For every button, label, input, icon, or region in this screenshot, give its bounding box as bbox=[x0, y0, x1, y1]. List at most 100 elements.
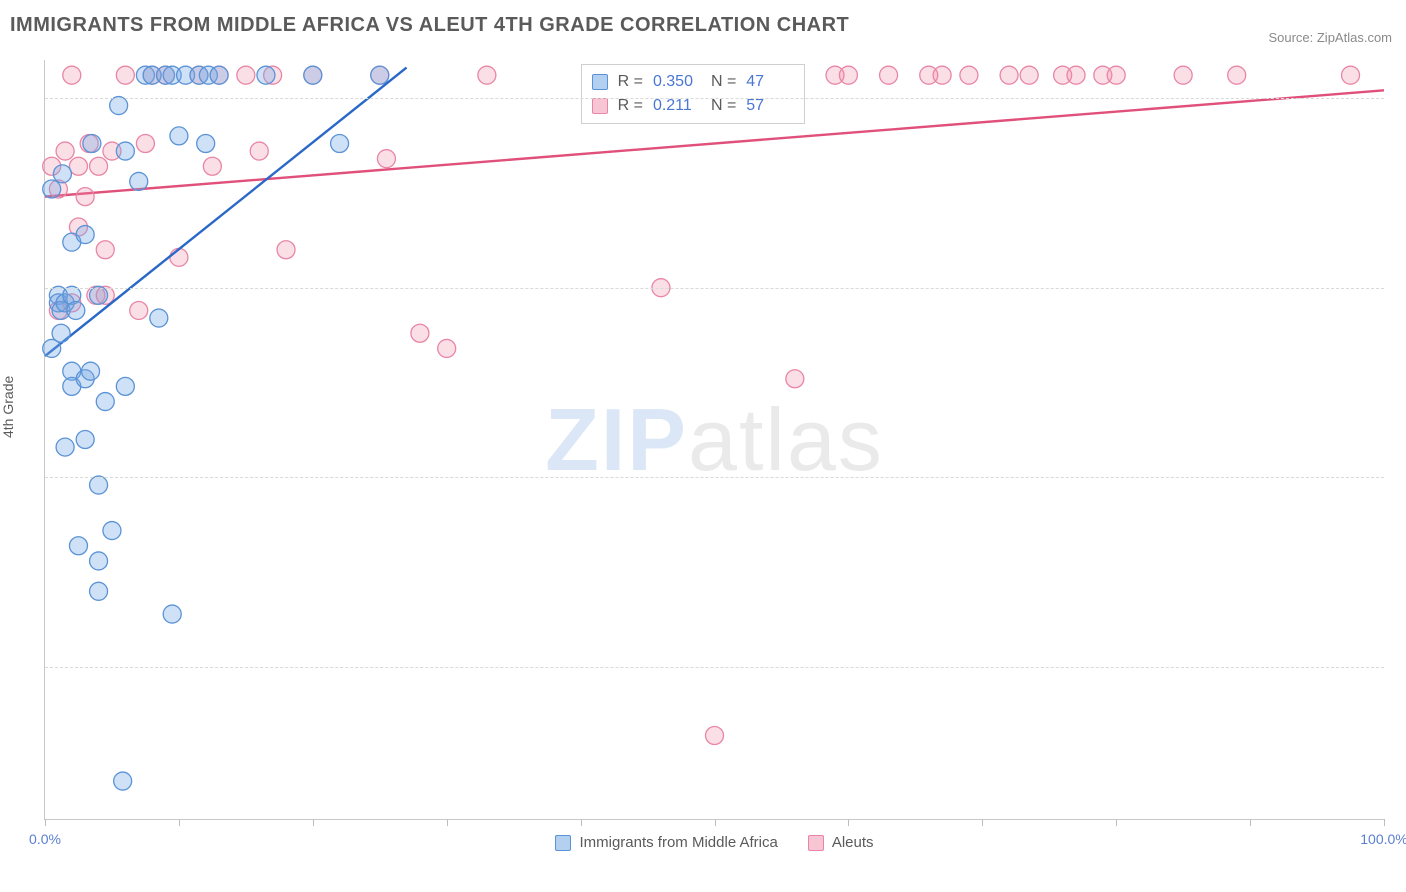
data-point bbox=[52, 324, 70, 342]
data-point bbox=[96, 393, 114, 411]
legend-label: Immigrants from Middle Africa bbox=[579, 834, 777, 851]
data-point bbox=[438, 339, 456, 357]
x-tick bbox=[313, 819, 314, 826]
data-point bbox=[170, 248, 188, 266]
data-point bbox=[1067, 66, 1085, 84]
data-point bbox=[83, 134, 101, 152]
data-point bbox=[82, 362, 100, 380]
data-point bbox=[53, 165, 71, 183]
y-tick-label: 97.5% bbox=[1396, 280, 1406, 296]
data-point bbox=[90, 157, 108, 175]
scatter-svg bbox=[45, 60, 1384, 819]
data-point bbox=[90, 476, 108, 494]
x-tick bbox=[1116, 819, 1117, 826]
x-tick-label: 0.0% bbox=[29, 831, 61, 847]
data-point bbox=[116, 377, 134, 395]
data-point bbox=[960, 66, 978, 84]
correlation-stats-box: R =0.350N =47R =0.211N =57 bbox=[581, 64, 806, 124]
data-point bbox=[331, 134, 349, 152]
stat-r-value: 0.350 bbox=[653, 73, 701, 91]
data-point bbox=[130, 172, 148, 190]
data-point bbox=[170, 127, 188, 145]
data-point bbox=[163, 605, 181, 623]
data-point bbox=[304, 66, 322, 84]
data-point bbox=[110, 97, 128, 115]
x-tick bbox=[848, 819, 849, 826]
data-point bbox=[371, 66, 389, 84]
data-point bbox=[257, 66, 275, 84]
x-tick bbox=[45, 819, 46, 826]
data-point bbox=[933, 66, 951, 84]
data-point bbox=[96, 241, 114, 259]
x-tick bbox=[447, 819, 448, 826]
data-point bbox=[1342, 66, 1360, 84]
data-point bbox=[411, 324, 429, 342]
legend-item: Aleuts bbox=[808, 834, 874, 851]
stat-label: R = bbox=[618, 97, 643, 115]
legend-swatch bbox=[592, 74, 608, 90]
data-point bbox=[1000, 66, 1018, 84]
data-point bbox=[1020, 66, 1038, 84]
y-tick-label: 100.0% bbox=[1396, 90, 1406, 106]
data-point bbox=[1107, 66, 1125, 84]
stats-row: R = 0.350 N = 47 bbox=[592, 70, 795, 94]
grid-line bbox=[45, 667, 1384, 668]
source-attribution: Source: ZipAtlas.com bbox=[1268, 30, 1392, 45]
bottom-legend: Immigrants from Middle Africa Aleuts bbox=[45, 834, 1384, 851]
y-axis-label: 4th Grade bbox=[0, 376, 16, 438]
data-point bbox=[103, 522, 121, 540]
data-point bbox=[76, 226, 94, 244]
data-point bbox=[56, 438, 74, 456]
x-tick-label: 100.0% bbox=[1360, 831, 1406, 847]
data-point bbox=[210, 66, 228, 84]
stat-label: N = bbox=[711, 97, 736, 115]
data-point bbox=[116, 66, 134, 84]
x-tick bbox=[982, 819, 983, 826]
data-point bbox=[237, 66, 255, 84]
data-point bbox=[63, 66, 81, 84]
data-point bbox=[197, 134, 215, 152]
legend-item: Immigrants from Middle Africa bbox=[555, 834, 777, 851]
stat-label: N = bbox=[711, 73, 736, 91]
data-point bbox=[250, 142, 268, 160]
data-point bbox=[1174, 66, 1192, 84]
data-point bbox=[69, 537, 87, 555]
y-tick-label: 95.0% bbox=[1396, 469, 1406, 485]
data-point bbox=[130, 301, 148, 319]
trend-line bbox=[45, 68, 407, 356]
x-tick bbox=[715, 819, 716, 826]
legend-label: Aleuts bbox=[832, 834, 874, 851]
data-point bbox=[880, 66, 898, 84]
data-point bbox=[1228, 66, 1246, 84]
x-tick bbox=[179, 819, 180, 826]
data-point bbox=[90, 582, 108, 600]
grid-line bbox=[45, 288, 1384, 289]
chart-plot-area: ZIPatlas R =0.350N =47R =0.211N =57 Immi… bbox=[44, 60, 1384, 820]
x-tick bbox=[1384, 819, 1385, 826]
data-point bbox=[150, 309, 168, 327]
data-point bbox=[90, 286, 108, 304]
data-point bbox=[116, 142, 134, 160]
data-point bbox=[136, 134, 154, 152]
data-point bbox=[277, 241, 295, 259]
legend-swatch bbox=[592, 98, 608, 114]
data-point bbox=[478, 66, 496, 84]
grid-line bbox=[45, 98, 1384, 99]
data-point bbox=[69, 157, 87, 175]
stat-r-value: 0.211 bbox=[653, 97, 701, 115]
x-tick bbox=[581, 819, 582, 826]
data-point bbox=[114, 772, 132, 790]
data-point bbox=[786, 370, 804, 388]
data-point bbox=[76, 431, 94, 449]
data-point bbox=[76, 188, 94, 206]
data-point bbox=[43, 180, 61, 198]
grid-line bbox=[45, 477, 1384, 478]
stat-label: R = bbox=[618, 73, 643, 91]
legend-swatch bbox=[555, 835, 571, 851]
legend-swatch bbox=[808, 835, 824, 851]
chart-title: IMMIGRANTS FROM MIDDLE AFRICA VS ALEUT 4… bbox=[10, 14, 849, 37]
stat-n-value: 47 bbox=[746, 73, 794, 91]
data-point bbox=[67, 301, 85, 319]
data-point bbox=[56, 142, 74, 160]
x-tick bbox=[1250, 819, 1251, 826]
